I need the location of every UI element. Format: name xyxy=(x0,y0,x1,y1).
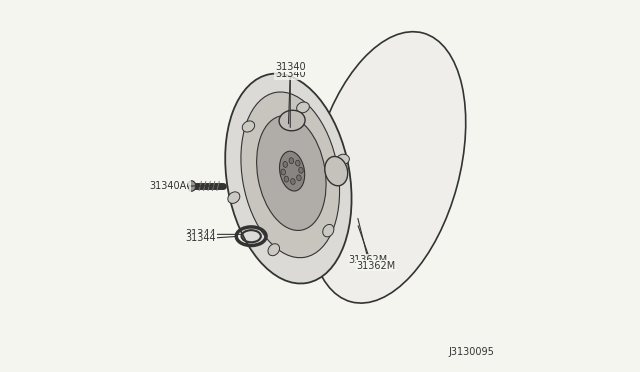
Ellipse shape xyxy=(308,32,466,303)
Text: 31344: 31344 xyxy=(186,233,216,243)
Ellipse shape xyxy=(257,116,326,230)
Text: J3130095: J3130095 xyxy=(449,347,495,357)
Text: 31340A: 31340A xyxy=(149,181,186,191)
Ellipse shape xyxy=(323,224,334,237)
Ellipse shape xyxy=(296,160,300,166)
Ellipse shape xyxy=(280,151,305,191)
Ellipse shape xyxy=(283,161,287,167)
Ellipse shape xyxy=(242,121,255,132)
Ellipse shape xyxy=(296,102,309,113)
Text: 31362M: 31362M xyxy=(356,261,396,271)
Ellipse shape xyxy=(225,74,351,283)
Text: 31340: 31340 xyxy=(275,70,305,79)
Ellipse shape xyxy=(228,192,240,203)
Ellipse shape xyxy=(188,181,196,191)
Ellipse shape xyxy=(284,176,289,182)
Text: 31340: 31340 xyxy=(275,62,305,72)
Ellipse shape xyxy=(279,110,305,131)
Ellipse shape xyxy=(291,179,295,185)
Text: 31362M: 31362M xyxy=(349,256,388,265)
Ellipse shape xyxy=(297,175,301,181)
Ellipse shape xyxy=(289,158,294,164)
Ellipse shape xyxy=(299,167,303,173)
Ellipse shape xyxy=(325,157,348,186)
Text: 31340A: 31340A xyxy=(152,181,190,191)
Ellipse shape xyxy=(268,244,280,256)
Ellipse shape xyxy=(337,154,349,165)
Ellipse shape xyxy=(241,92,340,258)
Text: 31344: 31344 xyxy=(186,230,216,239)
Ellipse shape xyxy=(281,169,285,175)
